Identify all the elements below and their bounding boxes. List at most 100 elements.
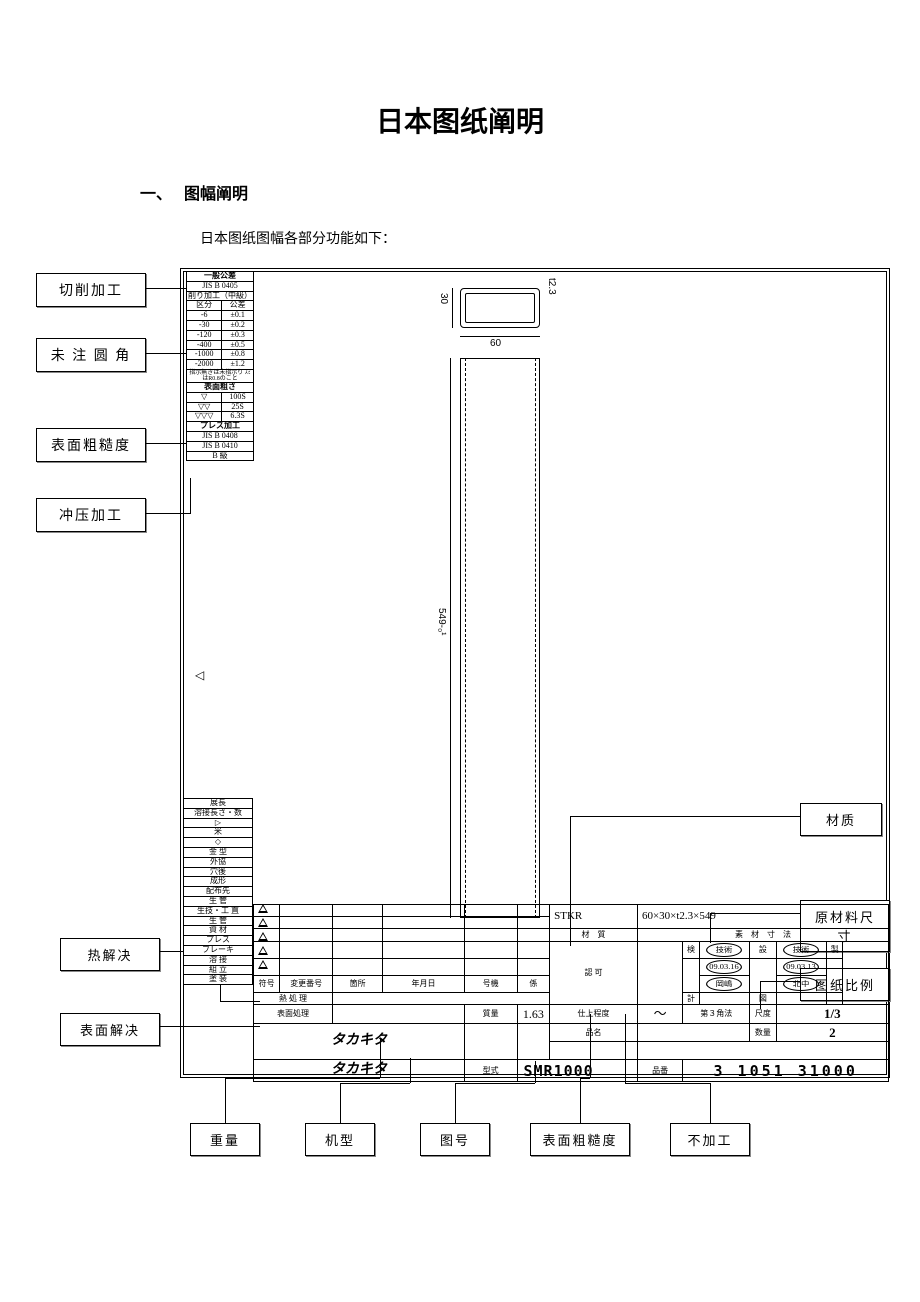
tb-check: 検 <box>683 941 699 958</box>
cell: -120 <box>187 330 222 340</box>
leader <box>146 443 190 444</box>
rev-marker: ◁ <box>195 668 204 682</box>
tb-wt-val: 1.63 <box>517 1005 550 1024</box>
callout-model: 机型 <box>305 1123 375 1156</box>
stamp-name1: 岡嶋 <box>706 977 742 991</box>
list-item: 塗 装 <box>184 975 253 985</box>
callout-roughness2: 表面粗糙度 <box>530 1123 630 1156</box>
tb-ok: 認 可 <box>550 941 638 1005</box>
leader <box>146 353 190 354</box>
tb-col: 号機 <box>464 975 517 992</box>
leader <box>160 1026 260 1027</box>
dim-t23: t2.3 <box>546 278 557 295</box>
callout-heat: 热解决 <box>60 938 160 971</box>
callout-roughness: 表面粗糙度 <box>36 428 146 462</box>
callout-cutting: 切削加工 <box>36 273 146 307</box>
cross-section-inner <box>465 293 535 323</box>
section-title: 图幅阐明 <box>184 186 248 203</box>
rough-h: 表面粗さ <box>187 382 254 392</box>
list-item: ◇ <box>184 838 253 848</box>
cell: JIS B 0408 <box>187 431 254 441</box>
tb-design: 設 <box>750 941 776 958</box>
left-list-table: 展長 溶接長さ・数 ▷ 米 ◇ 金 型 外協 穴後 成形 配布先 生 管 生技・… <box>183 798 253 985</box>
stamp-tech2: 技術 <box>783 943 819 957</box>
stamp-name2: 北中 <box>783 977 819 991</box>
tolerance-table: 一般公差 JIS B 0405 削り加工（中級） 区分公差 -6±0.1 -30… <box>186 271 254 461</box>
leader <box>625 1083 710 1084</box>
cell: -2000 <box>187 360 222 370</box>
cell: ±1.2 <box>222 360 254 370</box>
stamp-date1: 09.03.16 <box>706 960 742 974</box>
tb-num-lbl: 品番 <box>637 1060 682 1082</box>
intro-text: 日本图纸图幅各部分功能如下： <box>200 228 890 248</box>
tb-raw-lbl: 素 材 寸 法 <box>637 929 888 942</box>
tb-qty-lbl: 数量 <box>750 1023 776 1042</box>
logo2: タカキタ <box>254 1060 465 1082</box>
leader <box>710 1083 711 1123</box>
tb-mat-lbl: 材 質 <box>550 929 638 942</box>
tb-col: 符号 <box>254 975 280 992</box>
side-view-outer <box>460 358 540 918</box>
cell: -30 <box>187 320 222 330</box>
cell: JIS B 0410 <box>187 441 254 451</box>
tb-scale-val: 1/3 <box>776 1005 888 1024</box>
tb-type-val: SMR1000 <box>517 1060 637 1082</box>
title-block: STKR 60×30×t2.3×549 材 質 素 材 寸 法 認 可 検 技術… <box>253 904 889 1082</box>
tb-make: 製 <box>827 941 843 958</box>
tb-heat: 熱 処 理 <box>254 992 333 1005</box>
tb-qty-val: 2 <box>776 1023 888 1042</box>
dim-60: 60 <box>490 338 501 349</box>
logo: タカキタ <box>254 1023 465 1060</box>
page-title: 日本图纸阐明 <box>30 100 890 140</box>
dimline <box>460 336 540 337</box>
tb-type-lbl: 型式 <box>464 1060 517 1082</box>
cell: B 級 <box>187 451 254 461</box>
cell: ▽ <box>187 392 222 402</box>
tol-note: 指示無きは未指示り ｽﾐはR0.8のこと <box>187 369 254 382</box>
leader <box>455 1083 535 1084</box>
tb-name-lbl: 品名 <box>550 1023 638 1042</box>
leader <box>580 1078 581 1123</box>
cell: ±0.1 <box>222 311 254 321</box>
callout-nomachine: 不加工 <box>670 1123 750 1156</box>
hidden-line <box>535 358 536 918</box>
leader <box>570 816 800 817</box>
callout-material: 材质 <box>800 803 882 836</box>
callout-weight: 重量 <box>190 1123 260 1156</box>
dimline <box>450 358 451 918</box>
tb-calc: 計 <box>683 992 699 1005</box>
callout-fillet: 未 注 圆 角 <box>36 338 146 372</box>
leader <box>146 513 190 514</box>
stamp-tech1: 技術 <box>706 943 742 957</box>
cell: 100S <box>222 392 254 402</box>
list-item: ブレーキ <box>184 945 253 955</box>
leader <box>455 1083 456 1123</box>
tb-wt-lbl: 質量 <box>464 1005 517 1024</box>
leader <box>146 288 186 289</box>
tb-col: 変更番号 <box>280 975 333 992</box>
list-item: 生技・工 直 <box>184 906 253 916</box>
dimline <box>452 288 453 328</box>
tb-stkr: STKR <box>550 905 638 929</box>
tb-surf: 表面処理 <box>254 1005 333 1024</box>
leader <box>225 1078 226 1123</box>
dim-549: 549-₀¹ <box>436 608 447 636</box>
list-item: 外協 <box>184 857 253 867</box>
tb-scale-lbl: 尺度 <box>750 1005 776 1024</box>
callout-drawnum: 图号 <box>420 1123 490 1156</box>
list-item: 金 型 <box>184 847 253 857</box>
callout-surface: 表面解决 <box>60 1013 160 1046</box>
section-number: 一、 <box>140 186 172 203</box>
leader <box>340 1083 341 1123</box>
tb-num-val: 3 1051 31000 <box>683 1060 889 1082</box>
dim-30: 30 <box>438 293 449 304</box>
cell: -6 <box>187 311 222 321</box>
stamp-date2: 09.03.13 <box>783 960 819 974</box>
tb-rawdim: 60×30×t2.3×549 <box>637 905 888 929</box>
list-item: 生 管 <box>184 896 253 906</box>
drawing-area: 切削加工 未 注 圆 角 表面粗糙度 冲压加工 热解决 表面解决 材质 原材料尺… <box>30 268 890 1208</box>
callout-press: 冲压加工 <box>36 498 146 532</box>
list-item: 展長 <box>184 799 253 809</box>
section-heading: 一、 图幅阐明 <box>140 180 890 204</box>
leader <box>190 478 191 514</box>
